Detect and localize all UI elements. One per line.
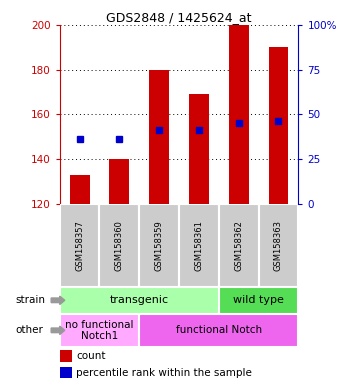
Bar bbox=[60, 350, 72, 362]
Bar bbox=[189, 94, 209, 204]
Text: GSM158357: GSM158357 bbox=[75, 220, 84, 271]
Title: GDS2848 / 1425624_at: GDS2848 / 1425624_at bbox=[106, 11, 252, 24]
Text: GSM158362: GSM158362 bbox=[234, 220, 243, 271]
Bar bbox=[70, 175, 89, 204]
Bar bbox=[269, 47, 288, 204]
Text: GSM158359: GSM158359 bbox=[154, 220, 164, 271]
Text: other: other bbox=[15, 325, 43, 335]
Text: transgenic: transgenic bbox=[110, 295, 169, 305]
Bar bbox=[60, 314, 139, 347]
Text: wild type: wild type bbox=[233, 295, 284, 305]
Text: strain: strain bbox=[15, 295, 45, 305]
Bar bbox=[179, 204, 219, 287]
Text: GSM158363: GSM158363 bbox=[274, 220, 283, 271]
Bar bbox=[219, 204, 258, 287]
Text: count: count bbox=[76, 351, 106, 361]
Text: percentile rank within the sample: percentile rank within the sample bbox=[76, 368, 252, 378]
Bar bbox=[109, 159, 129, 204]
Bar bbox=[139, 314, 298, 347]
Text: GSM158361: GSM158361 bbox=[194, 220, 204, 271]
Bar bbox=[60, 367, 72, 379]
Bar bbox=[100, 204, 139, 287]
Bar bbox=[229, 25, 249, 204]
Text: GSM158360: GSM158360 bbox=[115, 220, 124, 271]
Bar bbox=[219, 287, 298, 314]
Bar bbox=[139, 204, 179, 287]
Bar bbox=[258, 204, 298, 287]
Text: functional Notch: functional Notch bbox=[176, 325, 262, 335]
Bar bbox=[60, 287, 219, 314]
Bar bbox=[60, 204, 100, 287]
Bar bbox=[149, 70, 169, 204]
Text: no functional
Notch1: no functional Notch1 bbox=[65, 319, 134, 341]
